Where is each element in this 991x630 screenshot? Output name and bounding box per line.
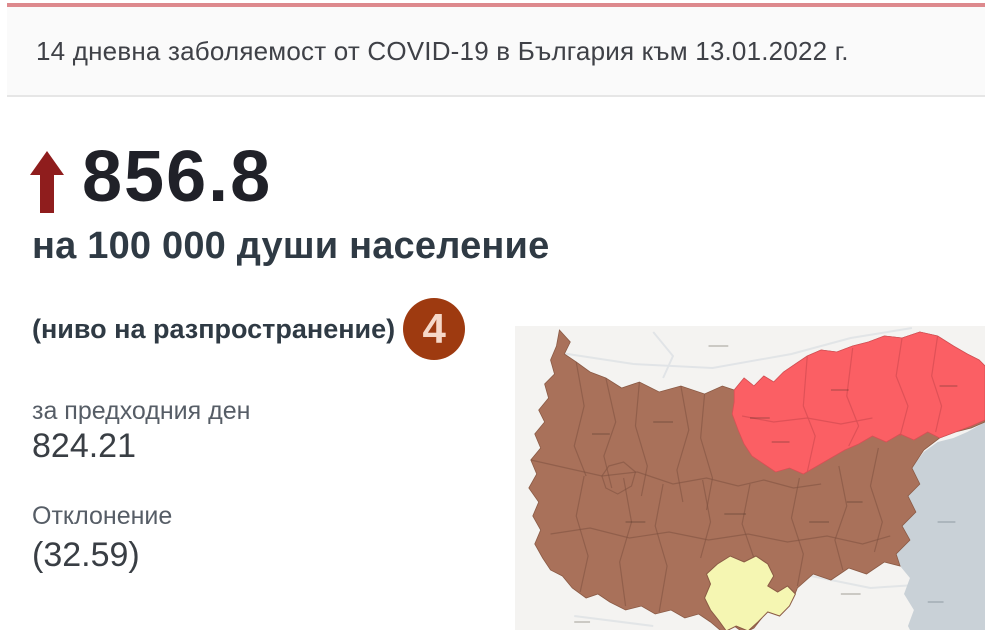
- previous-day-label: за предходния ден: [32, 397, 251, 425]
- bulgaria-choropleth-svg[interactable]: [515, 326, 985, 630]
- previous-day-value: 824.21: [32, 427, 136, 465]
- incidence-unit: на 100 000 души население: [32, 225, 550, 267]
- card-title: 14 дневна заболяемост от COVID-19 в Бълг…: [36, 35, 849, 66]
- bulgaria-map[interactable]: [515, 326, 985, 630]
- spread-level-label: (ниво на разпространение): [32, 313, 396, 344]
- deviation-label: Отклонение: [32, 502, 173, 530]
- map-province-borders: [530, 361, 891, 613]
- spread-level-badge: 4: [403, 298, 466, 360]
- map-yellow-province[interactable]: [704, 555, 797, 630]
- map-label-marks: [592, 385, 958, 523]
- deviation-value: (32.59): [32, 536, 140, 574]
- covid-incidence-card: 14 дневна заболяемост от COVID-19 в Бълг…: [7, 3, 985, 630]
- incidence-value: 856.8: [82, 137, 273, 217]
- kpi-row: 856.8: [30, 141, 272, 213]
- map-sea-label-marks: [927, 521, 956, 603]
- map-red-province-borders: [741, 335, 943, 473]
- card-header: 14 дневна заболяемост от COVID-19 в Бълг…: [7, 7, 985, 97]
- map-outside-label-marks: [574, 345, 861, 623]
- up-arrow-icon: [30, 151, 64, 213]
- spread-level-row: (ниво на разпространение) 4: [32, 298, 466, 360]
- map-sea: [896, 422, 985, 630]
